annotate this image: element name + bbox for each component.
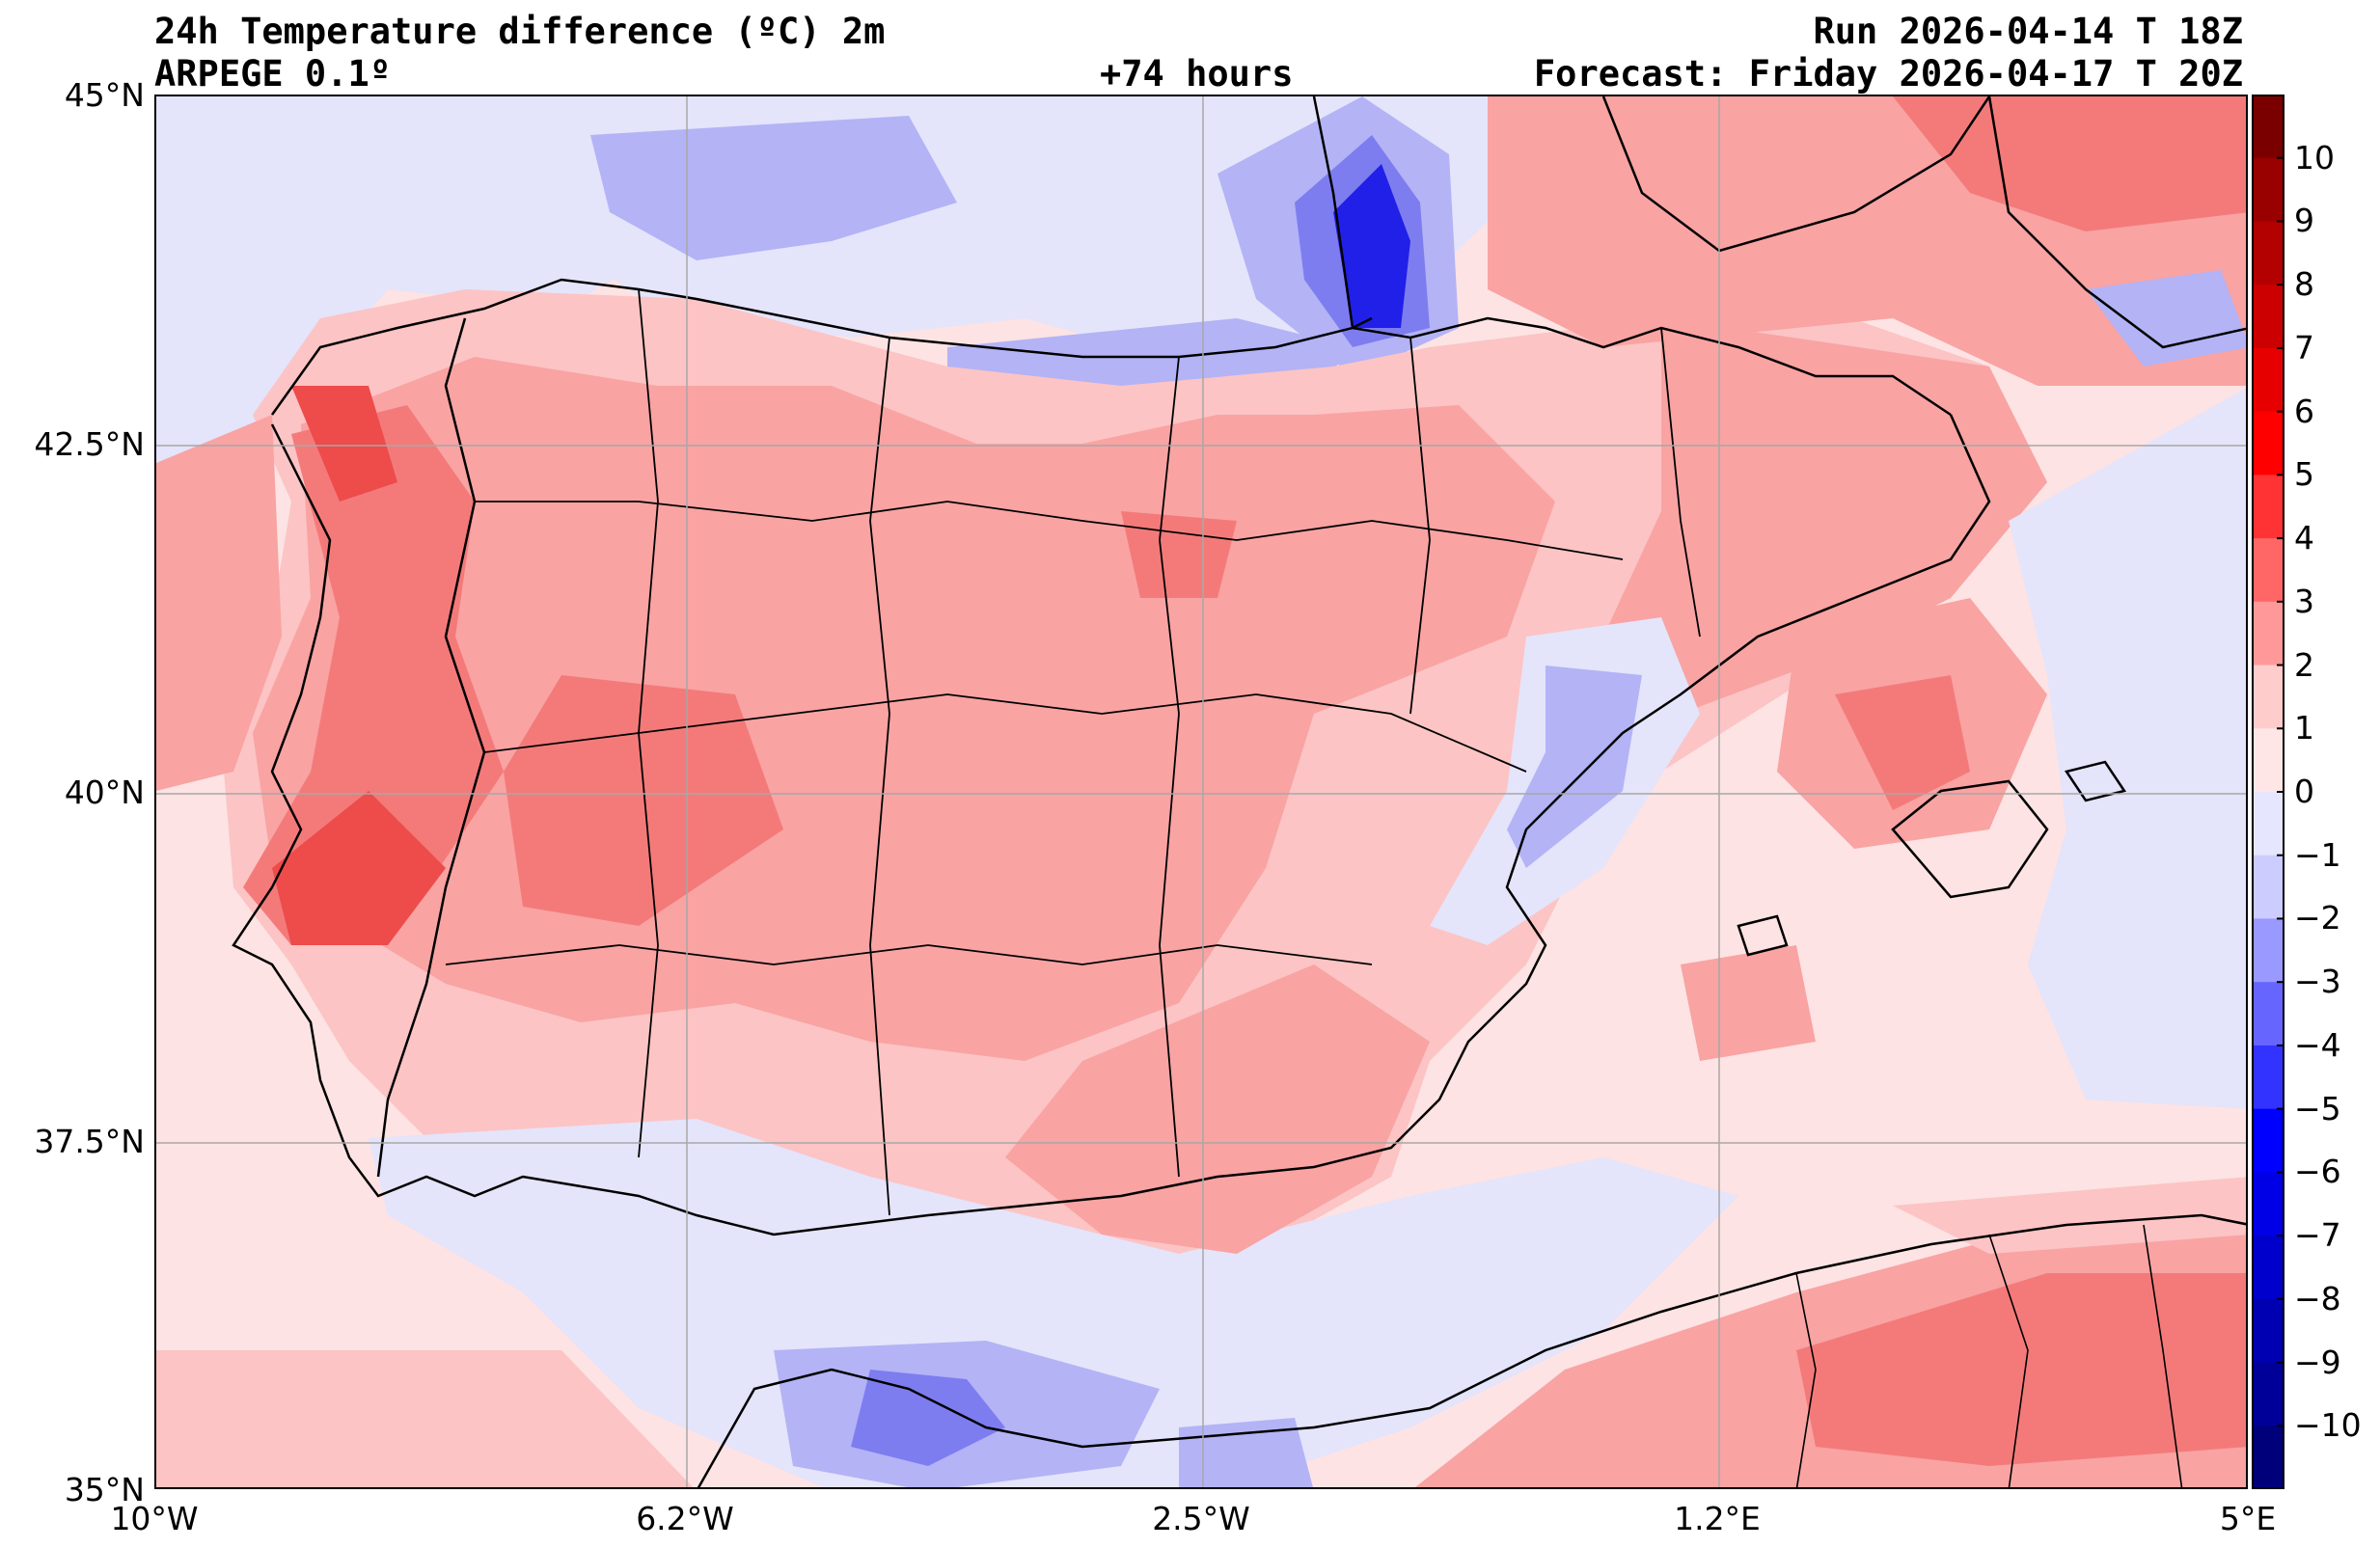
colorbar-tick-label: 2 (2294, 645, 2314, 684)
colorbar-segment (2252, 665, 2284, 729)
menorca (2064, 760, 2127, 802)
france-border-west (1312, 96, 1354, 329)
colorbar-segment (2252, 601, 2284, 666)
portugal-warm3 (243, 405, 504, 945)
colorbar-segment (2252, 411, 2284, 475)
colorbar-segment (2252, 347, 2284, 413)
france-internal-2 (1987, 96, 2246, 349)
colorbar-tick-label: 6 (2294, 392, 2314, 430)
colorbar-tick-label: −1 (2294, 835, 2341, 874)
colorbar-tick-label: 4 (2294, 519, 2314, 557)
colorbar-tick-label: 5 (2294, 455, 2314, 494)
colorbar-tick-label: 0 (2294, 773, 2314, 810)
graticule (156, 96, 2246, 1487)
colorbar-tick-label: 1 (2294, 709, 2314, 747)
lat-label-37-5n: 37.5°N (34, 1123, 145, 1160)
alboran-cool3 (851, 1370, 1005, 1466)
catalonia-warm2 (1603, 318, 2047, 714)
chart-title: 24h Temperature difference (ºC) 2m (154, 11, 886, 52)
south-warm-tongue (1005, 964, 1430, 1254)
colorbar-segment (2252, 792, 2284, 856)
colorbar-tick-label: 7 (2294, 328, 2314, 367)
temperature-map (156, 96, 2246, 1487)
alboran-cool1 (369, 1119, 1738, 1487)
colorbar-tick-label: 9 (2294, 202, 2314, 240)
colorbar-tick-label: −7 (2294, 1216, 2341, 1255)
colorbar-segment (2252, 157, 2284, 222)
alps-cool2 (2086, 270, 2246, 367)
colorbar-tick-label: −5 (2294, 1089, 2341, 1127)
lon-label-5e: 5°E (2219, 1500, 2277, 1537)
med-warm-blob (1681, 945, 1816, 1061)
ibiza (1737, 914, 1789, 957)
north-africa-warm3 (1796, 1273, 2246, 1466)
colorbar-tick-label: −3 (2294, 963, 2341, 1001)
province-borders (445, 288, 1701, 1216)
biscay-cool2 (590, 116, 957, 260)
colorbar-tick-label: −8 (2294, 1279, 2341, 1317)
model-label: ARPEGE 0.1º (154, 53, 392, 95)
lat-label-45n: 45°N (64, 76, 145, 114)
colorbar-tick-label: −6 (2294, 1153, 2341, 1191)
colorbar-segment (2252, 1172, 2284, 1236)
atlantic-west-warm2 (156, 415, 282, 791)
africa-borders (1795, 1224, 2183, 1487)
valencia-cool2 (1507, 665, 1642, 868)
colorbar-segment (2252, 95, 2284, 159)
colorbar-segment (2252, 855, 2284, 919)
colorbar-segment (2252, 1426, 2284, 1489)
galicia-warm4 (291, 386, 397, 502)
lat-label-35n: 35°N (64, 1471, 145, 1508)
balearic-sea-warm3 (1835, 675, 1970, 810)
lat-label-42-5n: 42.5°N (34, 425, 145, 463)
map-panel (154, 95, 2248, 1489)
france-warm3 (1893, 96, 2246, 231)
run-label: Run 2026-04-14 T 18Z (1813, 11, 2243, 52)
north-africa-coastline (697, 1213, 2246, 1487)
colorbar-tick-label: 8 (2294, 265, 2314, 304)
colorbar-segment (2252, 475, 2284, 539)
north-africa-warm1 (1893, 1177, 2246, 1254)
pyrenees-border (1352, 316, 1952, 417)
mediterranean-coastline (580, 414, 1991, 1236)
colorbar-segment (2252, 538, 2284, 603)
colorbar-tick-label: −2 (2294, 899, 2341, 937)
colorbar-segment (2252, 1362, 2284, 1426)
lon-label-2-5w: 2.5°W (1152, 1500, 1250, 1537)
lon-label-6-2w: 6.2°W (636, 1500, 734, 1537)
france-internal-1 (1601, 96, 1991, 253)
colorbar-tick-label: −9 (2294, 1343, 2341, 1381)
coastlines-borders (232, 96, 2246, 1487)
colorbar-tick-label: −4 (2294, 1025, 2341, 1064)
colorbar-segment (2252, 1108, 2284, 1173)
lon-label-1-2e: 1.2°E (1674, 1500, 1761, 1537)
colorbar-tick-label: −10 (2294, 1406, 2362, 1445)
colorbar-segment (2252, 285, 2284, 349)
forecast-label: Forecast: Friday 2026-04-17 T 20Z (1533, 53, 2243, 95)
colorbar (2252, 95, 2284, 1489)
north-coastline (270, 278, 1373, 416)
colorbar-tick-label: 10 (2294, 138, 2335, 177)
colorbar-segment (2252, 728, 2284, 793)
lon-label-10w: 10°W (110, 1500, 199, 1537)
extremadura-warm3 (504, 675, 783, 926)
east-med-cool1 (2009, 388, 2246, 1109)
colorbar-segment (2252, 1236, 2284, 1300)
lat-label-40n: 40°N (64, 774, 145, 811)
colorbar-segment (2252, 1298, 2284, 1364)
lead-time-label: +74 hours (1100, 53, 1294, 95)
castilla-warm3 (1121, 511, 1237, 598)
colorbar-segment (2252, 221, 2284, 285)
mallorca (1891, 779, 2049, 899)
colorbar-segment (2252, 918, 2284, 983)
colorbar-tick-label: 3 (2294, 582, 2314, 620)
colorbar-segment (2252, 1045, 2284, 1110)
atlantic-south-warm1 (156, 1350, 694, 1487)
colorbar-segment (2252, 982, 2284, 1046)
pyrenees-cold5 (1333, 164, 1410, 328)
lisbon-warm4 (272, 791, 446, 945)
atlantic-coastline (232, 423, 582, 1198)
